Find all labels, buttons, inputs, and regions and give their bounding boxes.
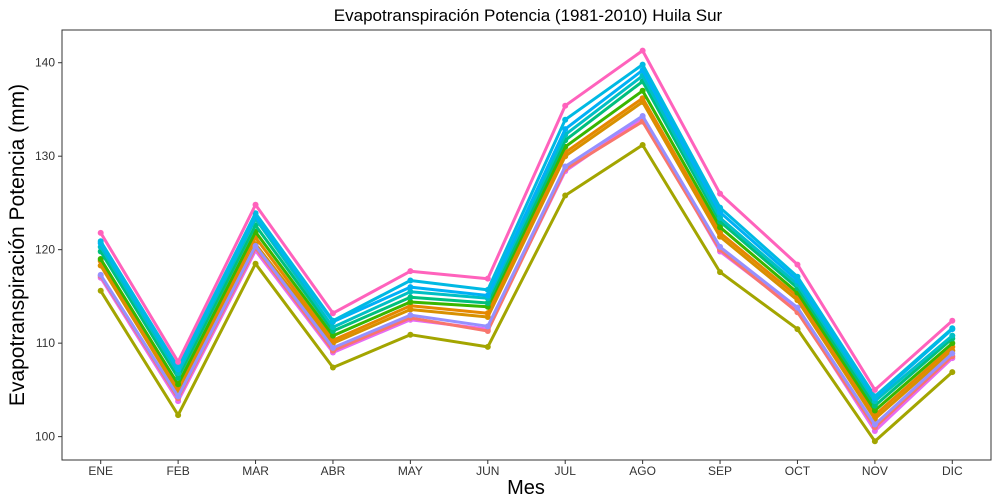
- data-point: [794, 274, 800, 280]
- x-tick-label: ENE: [88, 464, 113, 478]
- data-point: [717, 205, 723, 211]
- data-point: [562, 192, 568, 198]
- data-point: [794, 305, 800, 311]
- data-point: [949, 325, 955, 331]
- data-point: [330, 345, 336, 351]
- data-point: [253, 202, 259, 208]
- data-point: [717, 244, 723, 250]
- data-point: [485, 292, 491, 298]
- data-point: [949, 350, 955, 356]
- x-tick-label: AGO: [629, 464, 656, 478]
- data-point: [717, 191, 723, 197]
- data-point: [407, 312, 413, 318]
- data-point: [640, 113, 646, 119]
- data-point: [253, 243, 259, 249]
- data-point: [717, 269, 723, 275]
- data-point: [562, 103, 568, 109]
- data-point: [794, 262, 800, 268]
- data-point: [485, 276, 491, 282]
- data-point: [175, 381, 181, 387]
- x-tick-label: SEP: [708, 464, 732, 478]
- data-point: [640, 62, 646, 68]
- x-tick-label: OCT: [785, 464, 811, 478]
- data-point: [640, 142, 646, 148]
- data-point: [562, 117, 568, 123]
- y-tick-label: 110: [36, 336, 55, 350]
- data-point: [562, 163, 568, 169]
- y-tick-label: 100: [35, 430, 55, 444]
- y-tick-label: 140: [35, 56, 55, 70]
- data-point: [330, 310, 336, 316]
- x-tick-label: FEB: [166, 464, 189, 478]
- y-axis: 100 110 120 130 140: [35, 56, 62, 444]
- x-axis: ENE FEB MAR ABR MAY JUN JUL AGO SEP OCT NOV DIC: [88, 460, 963, 478]
- y-axis-title: Evapotranspiración Potencia (mm): [6, 84, 29, 406]
- data-point: [872, 438, 878, 444]
- data-point: [640, 88, 646, 94]
- data-point: [98, 272, 104, 278]
- chart-title: Evapotranspiración Potencia (1981-2010) …: [334, 6, 723, 25]
- data-point: [485, 344, 491, 350]
- data-point: [407, 278, 413, 284]
- data-point: [949, 333, 955, 339]
- data-point: [175, 364, 181, 370]
- x-axis-title: Mes: [507, 477, 545, 499]
- data-point: [407, 268, 413, 274]
- y-tick-label: 120: [35, 243, 55, 257]
- data-point: [949, 318, 955, 324]
- x-tick-label: MAR: [242, 464, 269, 478]
- data-point: [330, 324, 336, 330]
- x-tick-label: JUN: [476, 464, 499, 478]
- x-tick-label: DIC: [942, 464, 963, 478]
- data-point: [872, 421, 878, 427]
- data-point: [175, 359, 181, 365]
- data-point: [485, 310, 491, 316]
- data-point: [175, 393, 181, 399]
- data-point: [330, 364, 336, 370]
- data-point: [485, 287, 491, 293]
- x-tick-label: MAY: [398, 464, 423, 478]
- data-point: [407, 294, 413, 300]
- data-point: [485, 323, 491, 329]
- data-point: [98, 288, 104, 294]
- x-tick-label: JUL: [555, 464, 577, 478]
- data-point: [407, 332, 413, 338]
- data-point: [872, 393, 878, 399]
- data-point: [872, 387, 878, 393]
- y-tick-label: 130: [35, 149, 55, 163]
- data-point: [253, 261, 259, 267]
- data-point: [407, 284, 413, 290]
- data-point: [330, 318, 336, 324]
- x-tick-label: ABR: [321, 464, 346, 478]
- data-point: [98, 230, 104, 236]
- x-tick-label: NOV: [862, 464, 888, 478]
- data-point: [794, 326, 800, 332]
- data-point: [949, 369, 955, 375]
- data-point: [175, 412, 181, 418]
- plot-area: [98, 48, 956, 445]
- data-point: [640, 48, 646, 54]
